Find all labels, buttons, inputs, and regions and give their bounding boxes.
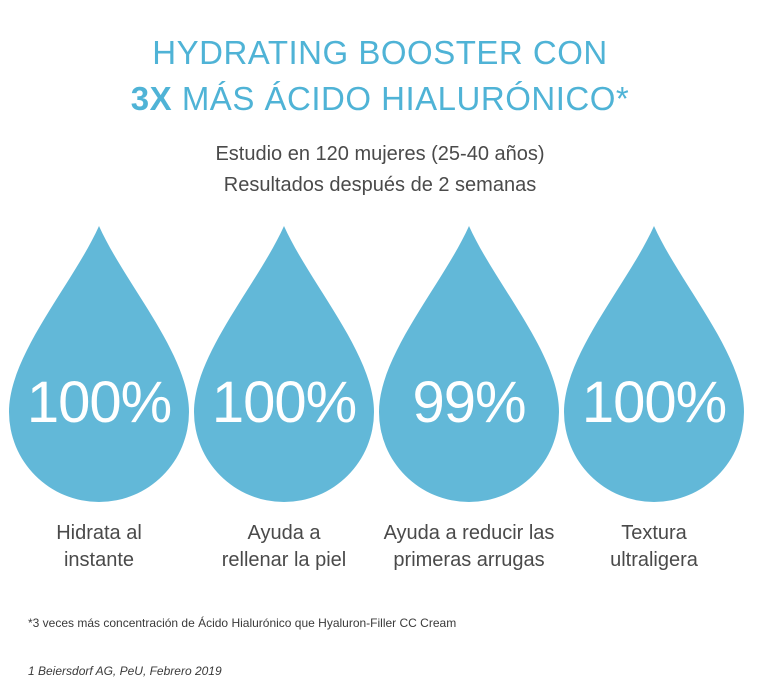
drop-value: 100% — [211, 370, 357, 435]
footnote: *3 veces más concentración de Ácido Hial… — [28, 616, 457, 630]
caption-line: primeras arrugas — [393, 549, 545, 571]
water-drop-icon — [379, 226, 559, 502]
drop-2: 100% — [192, 224, 376, 502]
caption-line: Ayuda a reducir las — [383, 522, 555, 544]
source-note: 1 Beiersdorf AG, PeU, Febrero 2019 — [28, 664, 222, 678]
caption-4: Textura ultraligera — [554, 520, 754, 574]
water-drop-icon — [564, 226, 744, 502]
subtitle-line-2: Resultados después de 2 semanas — [223, 174, 537, 196]
drop-value: 99% — [412, 370, 526, 435]
caption-line: Ayuda a — [247, 522, 321, 544]
title-line-1: HYDRATING BOOSTER CON — [152, 34, 608, 71]
caption-1: Hidrata al instante — [0, 520, 199, 574]
title-3x: 3X — [130, 80, 173, 117]
caption-line: rellenar la piel — [221, 549, 347, 571]
caption-line: ultraligera — [610, 549, 698, 571]
subtitle-line-1: Estudio en 120 mujeres (25-40 años) — [215, 143, 545, 165]
caption-line: instante — [63, 549, 135, 571]
caption-line: Textura — [621, 522, 687, 544]
caption-2: Ayuda a rellenar la piel — [184, 520, 384, 574]
caption-3: Ayuda a reducir las primeras arrugas — [369, 520, 569, 574]
drop-value: 100% — [581, 370, 727, 435]
caption-line: Hidrata al — [56, 522, 142, 544]
drop-4: 100% — [562, 224, 746, 502]
drop-value: 100% — [26, 370, 172, 435]
title-line-2-rest: MÁS ÁCIDO HIALURÓNICO* — [181, 80, 630, 117]
water-drop-icon — [194, 226, 374, 502]
title-line-2: 3X MÁS ÁCIDO HIALURÓNICO* — [0, 82, 760, 115]
water-drop-icon — [9, 226, 189, 502]
drop-1: 100% — [7, 224, 191, 502]
drop-3: 99% — [377, 224, 561, 502]
